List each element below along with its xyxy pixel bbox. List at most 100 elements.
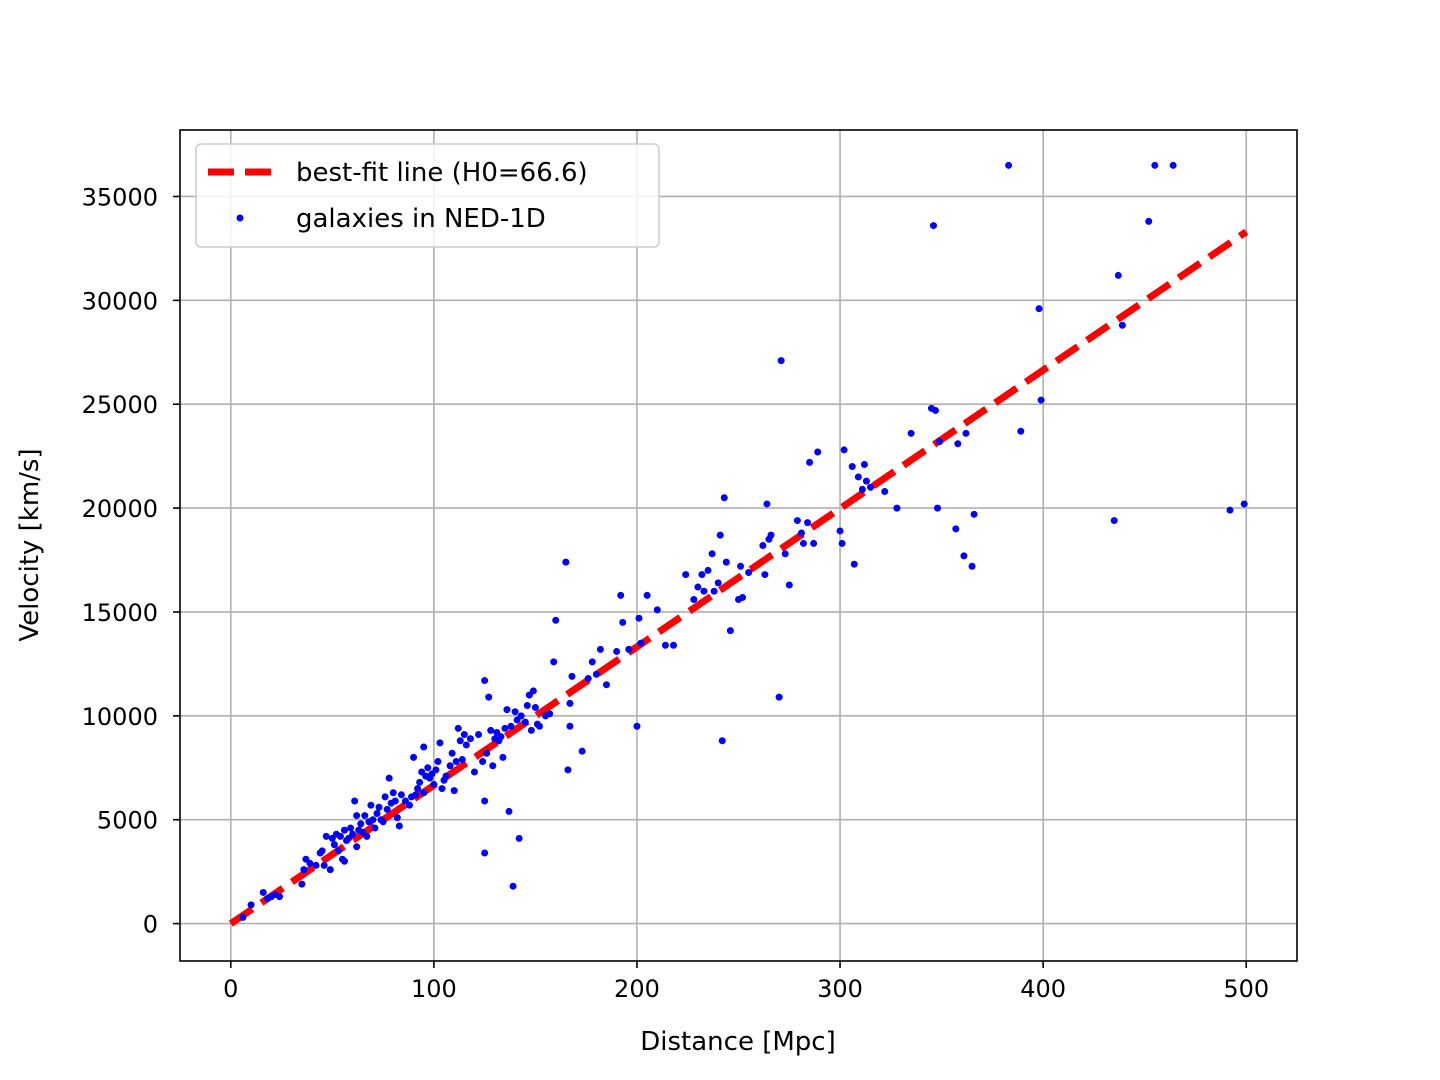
galaxy-point (381, 793, 389, 801)
galaxy-point (694, 583, 702, 591)
x-tick-label: 300 (817, 975, 863, 1003)
galaxy-point (1151, 161, 1159, 169)
galaxy-point (952, 525, 960, 533)
galaxy-point (602, 681, 610, 689)
galaxy-point (483, 749, 491, 757)
y-axis-label: Velocity [km/s] (15, 448, 45, 641)
galaxy-point (1035, 305, 1043, 313)
galaxy-point (535, 722, 543, 730)
galaxy-point (373, 809, 381, 817)
galaxy-point (588, 658, 596, 666)
galaxy-point (446, 762, 454, 770)
galaxy-point (497, 733, 505, 741)
galaxy-point (633, 722, 641, 730)
galaxy-point (745, 569, 753, 577)
galaxy-point (781, 550, 789, 558)
galaxy-point (643, 591, 651, 599)
x-tick-label: 200 (614, 975, 660, 1003)
galaxy-point (1169, 161, 1177, 169)
galaxy-point (470, 768, 478, 776)
legend: best-fit line (H0=66.6) galaxies in NED-… (195, 143, 660, 248)
galaxy-point (353, 843, 361, 851)
galaxy-point (507, 722, 515, 730)
galaxy-point (578, 747, 586, 755)
galaxy-point (353, 812, 361, 820)
galaxy-point (460, 731, 468, 739)
galaxy-point (854, 473, 862, 481)
plot-frame (179, 129, 1298, 962)
galaxy-point (1037, 396, 1045, 404)
galaxy-point (714, 579, 722, 587)
galaxy-point (881, 487, 889, 495)
galaxy-point (929, 222, 937, 230)
galaxy-point (1118, 321, 1126, 329)
galaxy-point (395, 822, 403, 830)
galaxy-point (318, 847, 326, 855)
galaxy-point (1145, 217, 1153, 225)
galaxy-point (1240, 500, 1248, 508)
galaxy-point (452, 758, 460, 766)
galaxy-point (720, 494, 728, 502)
galaxy-point (487, 726, 495, 734)
galaxy-point (438, 785, 446, 793)
y-tick-label: 5000 (97, 807, 158, 835)
galaxy-point (276, 893, 284, 901)
galaxy-point (347, 824, 355, 832)
galaxy-point (454, 724, 462, 732)
galaxy-point (458, 755, 466, 763)
galaxy-point (858, 485, 866, 493)
galaxy-point (326, 866, 334, 874)
galaxy-point (300, 866, 308, 874)
galaxy-point (436, 739, 444, 747)
data-points-layer (239, 161, 1248, 921)
galaxy-point (529, 687, 537, 695)
galaxy-point (785, 581, 793, 589)
x-axis-label: Distance [Mpc] (640, 1027, 835, 1057)
galaxy-point (306, 859, 314, 867)
galaxy-point (466, 735, 474, 743)
galaxy-point (759, 542, 767, 549)
galaxy-point (613, 647, 621, 655)
galaxy-point (239, 913, 247, 921)
galaxy-point (860, 460, 868, 468)
galaxy-point (385, 774, 393, 782)
galaxy-point (970, 510, 978, 518)
galaxy-point (718, 737, 726, 745)
galaxy-point (850, 560, 858, 568)
galaxy-point (410, 753, 418, 761)
galaxy-point (840, 446, 848, 454)
legend-fit-line-label: best-fit line (H0=66.6) (296, 158, 588, 188)
galaxy-point (566, 722, 574, 730)
y-tick-label: 25000 (82, 391, 158, 419)
galaxy-point (424, 764, 432, 772)
galaxy-point (797, 529, 805, 537)
galaxy-point (936, 438, 944, 446)
galaxy-point (893, 504, 901, 512)
galaxy-point (698, 571, 706, 579)
galaxy-point (838, 539, 846, 547)
galaxy-point (552, 616, 560, 624)
galaxy-point (1110, 517, 1118, 525)
galaxy-point (456, 737, 464, 745)
galaxy-point (960, 552, 968, 560)
galaxy-point (661, 641, 669, 649)
galaxy-point (1226, 506, 1234, 514)
galaxy-point (690, 596, 698, 604)
y-tick-label: 15000 (82, 599, 158, 627)
galaxy-point (635, 614, 643, 622)
galaxy-point (499, 753, 507, 761)
galaxy-point (704, 566, 712, 574)
galaxy-point (405, 801, 413, 809)
galaxy-point (375, 803, 383, 811)
galaxy-point (708, 550, 716, 558)
galaxy-point (485, 693, 493, 701)
galaxy-point (777, 357, 785, 365)
x-tick-label: 100 (411, 975, 457, 1003)
galaxy-point (361, 812, 369, 820)
fit-line-layer (228, 228, 1249, 927)
galaxy-point (562, 558, 570, 566)
galaxy-point (349, 830, 357, 838)
galaxy-point (761, 571, 769, 579)
galaxy-point (722, 558, 730, 566)
galaxy-point (416, 778, 424, 786)
